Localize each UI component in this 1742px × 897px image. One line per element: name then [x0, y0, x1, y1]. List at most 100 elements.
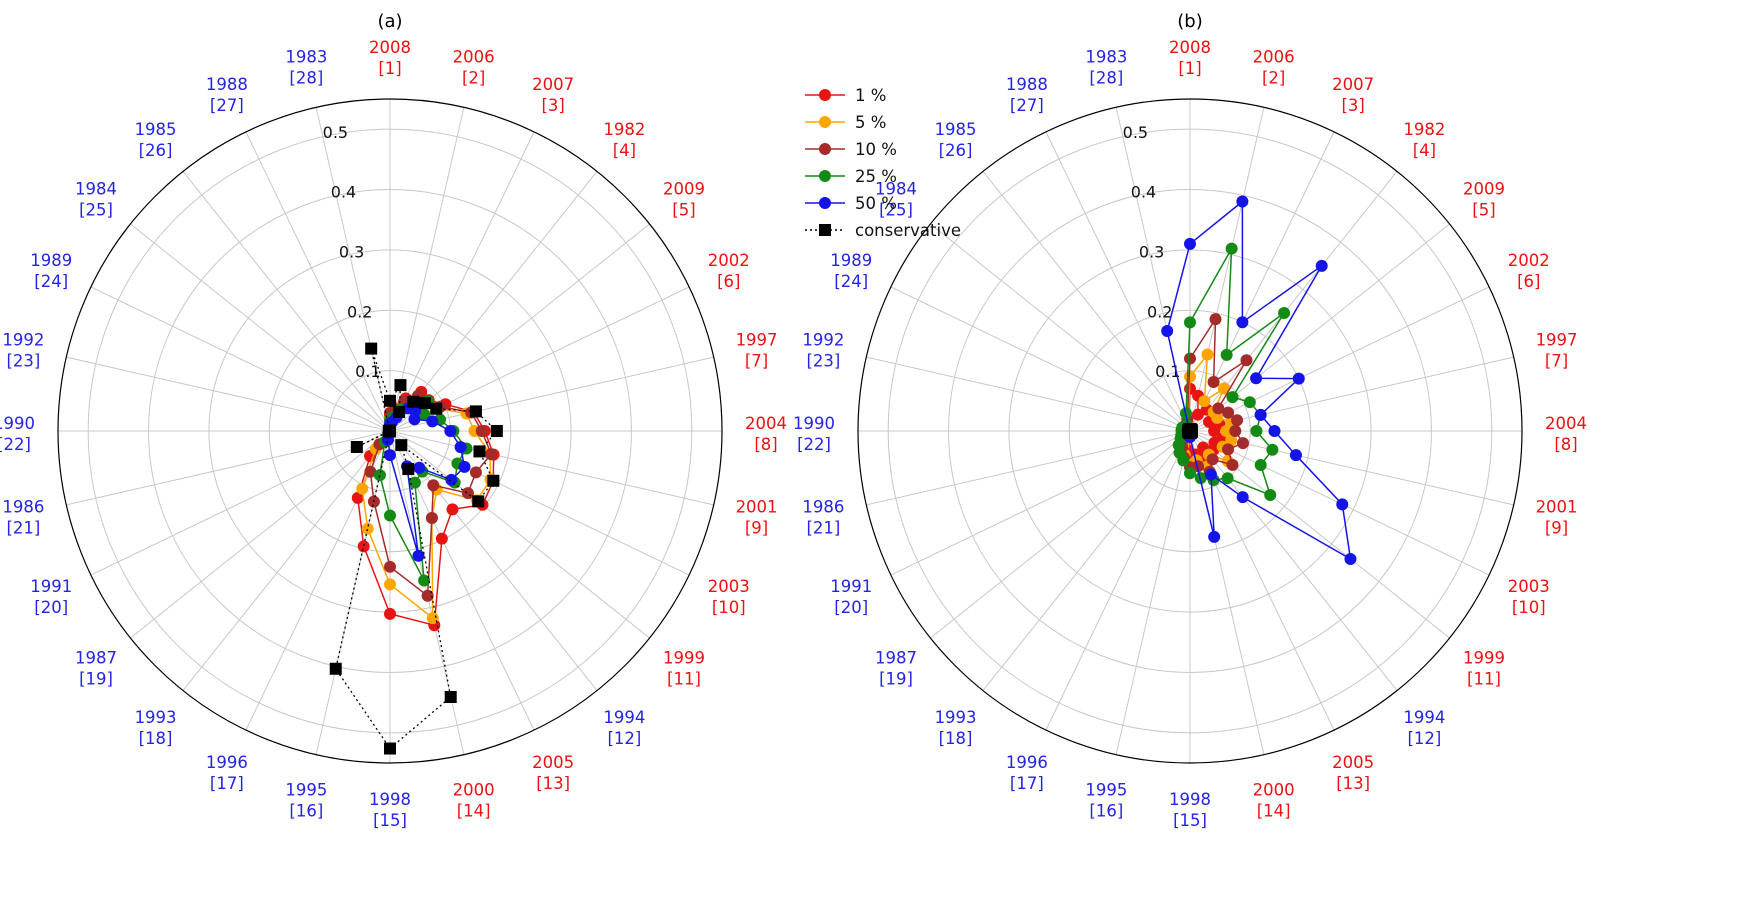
- data-point: [356, 482, 369, 495]
- category-rank-label: [13]: [536, 774, 570, 793]
- data-point: [421, 589, 434, 602]
- spoke-gridline: [90, 430, 391, 576]
- category-year-label: 1996: [206, 753, 248, 772]
- category-rank-label: [10]: [712, 598, 746, 617]
- category-rank-label: [6]: [1517, 272, 1540, 291]
- legend-entry: conservative: [805, 221, 961, 240]
- category-year-label: 1994: [603, 708, 645, 727]
- data-point: [1220, 425, 1233, 437]
- data-point: [1204, 468, 1217, 481]
- data-point: [1221, 472, 1234, 485]
- data-point: [1292, 372, 1305, 385]
- data-point: [408, 413, 421, 426]
- data-point: [425, 512, 438, 525]
- data-point: [475, 425, 488, 437]
- category-rank-label: [28]: [1089, 68, 1123, 87]
- category-year-label: 1991: [830, 577, 872, 596]
- data-point: [445, 473, 458, 486]
- category-year-label: 1997: [1536, 330, 1578, 349]
- category-rank-label: [22]: [0, 435, 31, 454]
- outer-axis-circle: [857, 98, 1523, 764]
- data-point: [1236, 195, 1249, 208]
- category-rank-label: [7]: [1545, 351, 1568, 370]
- spoke-gridline: [1045, 131, 1191, 432]
- spoke-gridline: [389, 430, 650, 639]
- category-year-label: 1984: [875, 180, 917, 199]
- data-point: [485, 448, 498, 461]
- legend-label: 25 %: [855, 167, 897, 186]
- data-point: [1209, 313, 1222, 326]
- data-point-square: [365, 342, 378, 355]
- legend-circle-marker: [819, 197, 831, 209]
- spoke-gridline: [1189, 430, 1398, 691]
- data-point-square: [490, 425, 503, 437]
- legend-entry: 10 %: [805, 140, 897, 159]
- category-rank-label: [18]: [139, 729, 173, 748]
- data-point-square: [472, 495, 485, 508]
- category-year-label: 1991: [30, 577, 72, 596]
- data-point: [1217, 382, 1230, 395]
- category-year-label: 1992: [802, 330, 844, 349]
- category-rank-label: [4]: [613, 141, 636, 160]
- data-point-square: [393, 405, 406, 418]
- data-point: [1336, 498, 1349, 511]
- category-rank-label: [2]: [462, 68, 485, 87]
- category-rank-label: [24]: [834, 272, 868, 291]
- category-rank-label: [27]: [1010, 96, 1044, 115]
- data-point-square: [329, 662, 342, 675]
- data-point: [427, 479, 440, 492]
- data-point: [412, 549, 425, 562]
- category-year-label: 2005: [532, 753, 574, 772]
- category-rank-label: [21]: [806, 519, 840, 538]
- ring-gridline: [148, 189, 632, 673]
- data-point: [1194, 472, 1207, 485]
- spoke-gridline: [130, 223, 391, 432]
- data-point: [384, 578, 396, 591]
- data-point-square: [394, 379, 407, 392]
- data-point: [1211, 411, 1224, 424]
- data-point: [1229, 425, 1242, 437]
- data-point-square: [418, 397, 431, 410]
- category-rank-label: [23]: [6, 351, 40, 370]
- data-point: [384, 607, 396, 620]
- category-rank-label: [24]: [34, 272, 68, 291]
- category-year-label: 1989: [30, 251, 72, 270]
- category-year-label: 1986: [802, 498, 844, 517]
- legend-entry: 25 %: [805, 167, 897, 186]
- data-point: [1266, 443, 1279, 456]
- category-rank-label: [15]: [1173, 811, 1207, 830]
- legend-square-marker: [819, 224, 831, 236]
- legend-entry: 1 %: [805, 86, 886, 105]
- category-rank-label: [2]: [1262, 68, 1285, 87]
- data-point: [1236, 316, 1249, 329]
- category-rank-label: [1]: [378, 59, 401, 78]
- spoke-gridline: [982, 430, 1191, 691]
- category-year-label: 2005: [1332, 753, 1374, 772]
- data-point-square: [487, 474, 500, 487]
- category-year-label: 1990: [793, 414, 835, 433]
- category-rank-label: [20]: [34, 598, 68, 617]
- ring-gridline: [268, 309, 512, 553]
- radial-tick-label: 0.1: [1155, 362, 1180, 381]
- data-point-square: [395, 439, 408, 452]
- data-point: [1243, 396, 1256, 409]
- legend-circle-marker: [819, 143, 831, 155]
- category-year-label: 2009: [663, 180, 705, 199]
- category-rank-label: [16]: [1089, 802, 1123, 821]
- radial-tick-label: 0.5: [323, 123, 348, 142]
- data-point: [1184, 467, 1196, 480]
- category-year-label: 1990: [0, 414, 35, 433]
- data-point: [1198, 395, 1211, 408]
- data-point: [364, 465, 377, 478]
- data-point-square: [383, 424, 396, 437]
- data-point-square: [384, 394, 396, 407]
- category-rank-label: [9]: [745, 519, 768, 538]
- spoke-gridline: [66, 430, 391, 506]
- category-year-label: 2000: [453, 781, 495, 800]
- data-point-square: [407, 395, 420, 408]
- category-rank-label: [26]: [939, 141, 973, 160]
- data-point: [1250, 425, 1263, 437]
- category-rank-label: [13]: [1336, 774, 1370, 793]
- spoke-gridline: [90, 286, 391, 432]
